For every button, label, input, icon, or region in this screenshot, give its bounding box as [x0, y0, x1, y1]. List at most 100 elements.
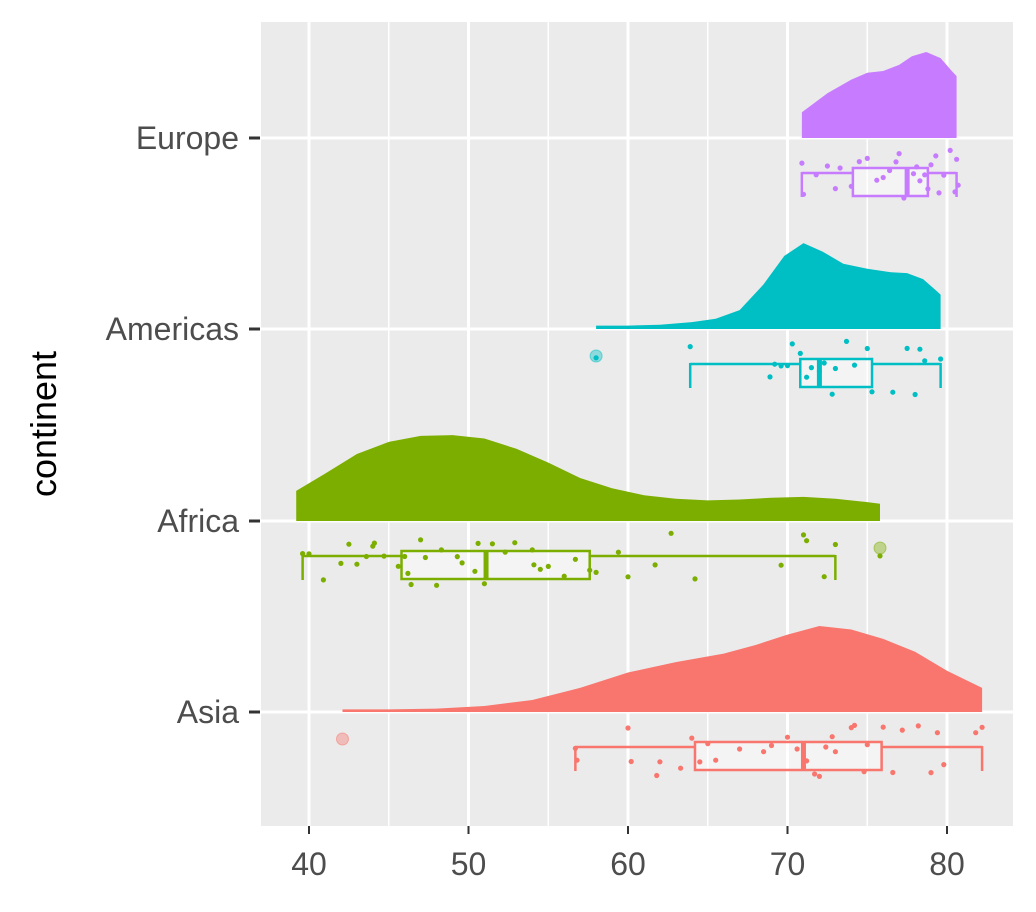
jitter-point [861, 769, 867, 775]
jitter-point [438, 547, 444, 553]
jitter-point [320, 577, 326, 583]
y-tick-label-europe: Europe [136, 120, 239, 156]
jitter-point [418, 537, 424, 543]
jitter-point [354, 561, 360, 567]
jitter-point [915, 723, 921, 729]
jitter-point [829, 391, 835, 397]
jitter-point [947, 147, 953, 153]
jitter-point [434, 582, 440, 588]
jitter-point [381, 553, 387, 559]
jitter-point [829, 734, 835, 740]
series-europe [799, 52, 961, 201]
jitter-point [778, 363, 784, 369]
jitter-point [832, 365, 839, 372]
jitter-point [574, 757, 580, 763]
jitter-point [869, 389, 875, 395]
jitter-point [502, 549, 508, 555]
jitter-point [880, 724, 886, 730]
jitter-point [848, 183, 854, 189]
jitter-point [896, 151, 902, 157]
jitter-point [654, 772, 660, 779]
jitter-point [537, 566, 543, 572]
jitter-point [371, 540, 377, 546]
jitter-point [843, 338, 850, 344]
jitter-point [625, 725, 631, 731]
jitter-point [922, 172, 928, 178]
jitter-point [587, 567, 593, 573]
jitter-point [824, 163, 831, 169]
density-americas [596, 243, 941, 329]
jitter-point [545, 563, 551, 570]
jitter-point [821, 360, 827, 366]
jitter-point [772, 361, 778, 367]
jitter-point [561, 573, 567, 579]
jitter-point [692, 576, 698, 582]
jitter-point [531, 562, 537, 568]
jitter-point [481, 581, 487, 587]
jitter-point [572, 556, 579, 562]
jitter-point [877, 553, 883, 559]
jitter-point [816, 368, 823, 374]
jitter-point [778, 562, 784, 568]
jitter-point [489, 541, 495, 547]
jitter-point [832, 749, 839, 755]
jitter-point [912, 391, 918, 398]
density-europe [801, 52, 957, 138]
jitter-point [761, 749, 767, 755]
x-tick-label: 50 [451, 846, 487, 882]
jitter-point [864, 742, 870, 748]
jitter-point [799, 160, 805, 166]
y-tick-label-asia: Asia [177, 694, 239, 730]
jitter-point [800, 764, 807, 770]
jitter-point [363, 553, 369, 560]
jitter-point [395, 563, 401, 569]
jitter-point [767, 374, 773, 380]
jitter-point [813, 172, 819, 178]
jitter-point [864, 345, 870, 352]
density-africa [296, 435, 880, 521]
jitter-point [890, 769, 896, 776]
jitter-point [851, 722, 858, 729]
jitter-point [936, 190, 942, 196]
jitter-point [625, 574, 631, 580]
jitter-point [737, 746, 743, 752]
jitter-point [804, 758, 810, 764]
jitter-point [408, 581, 414, 588]
jitter-point [864, 155, 870, 161]
x-tick-label: 80 [929, 846, 965, 882]
jitter-point [405, 570, 411, 577]
jitter-point [901, 195, 907, 201]
jitter-point [705, 741, 711, 747]
jitter-point [973, 730, 979, 736]
box-iqr [693, 740, 883, 772]
jitter-point [874, 177, 880, 183]
jitter-point [832, 186, 839, 192]
outlier [335, 732, 349, 746]
jitter-point [917, 346, 923, 352]
y-tick-label-americas: Americas [106, 311, 239, 347]
jitter-point [512, 540, 518, 546]
jitter-point [887, 167, 893, 174]
jitter-point [713, 757, 719, 763]
jitter-point [593, 569, 599, 576]
jitter-point [615, 549, 622, 555]
jitter-point [804, 538, 810, 544]
jitter-point [459, 560, 465, 566]
jitter-point [821, 574, 827, 580]
jitter-point [794, 746, 800, 752]
jitter-point [652, 562, 658, 568]
jitter-point [784, 363, 791, 369]
jitter-point [856, 159, 862, 165]
jitter-point [346, 541, 352, 547]
jitter-point [952, 189, 958, 195]
y-axis-title: continent [23, 351, 64, 497]
jitter-point [306, 551, 312, 557]
jitter-point [300, 551, 306, 557]
jitter-point [472, 568, 478, 574]
jitter-point [422, 554, 428, 561]
axis-layer: 40 50 60 70 80 Asia Africa Americas Europe [106, 120, 965, 882]
jitter-point [797, 350, 803, 356]
jitter-point [454, 554, 460, 560]
jitter-point [837, 165, 843, 171]
